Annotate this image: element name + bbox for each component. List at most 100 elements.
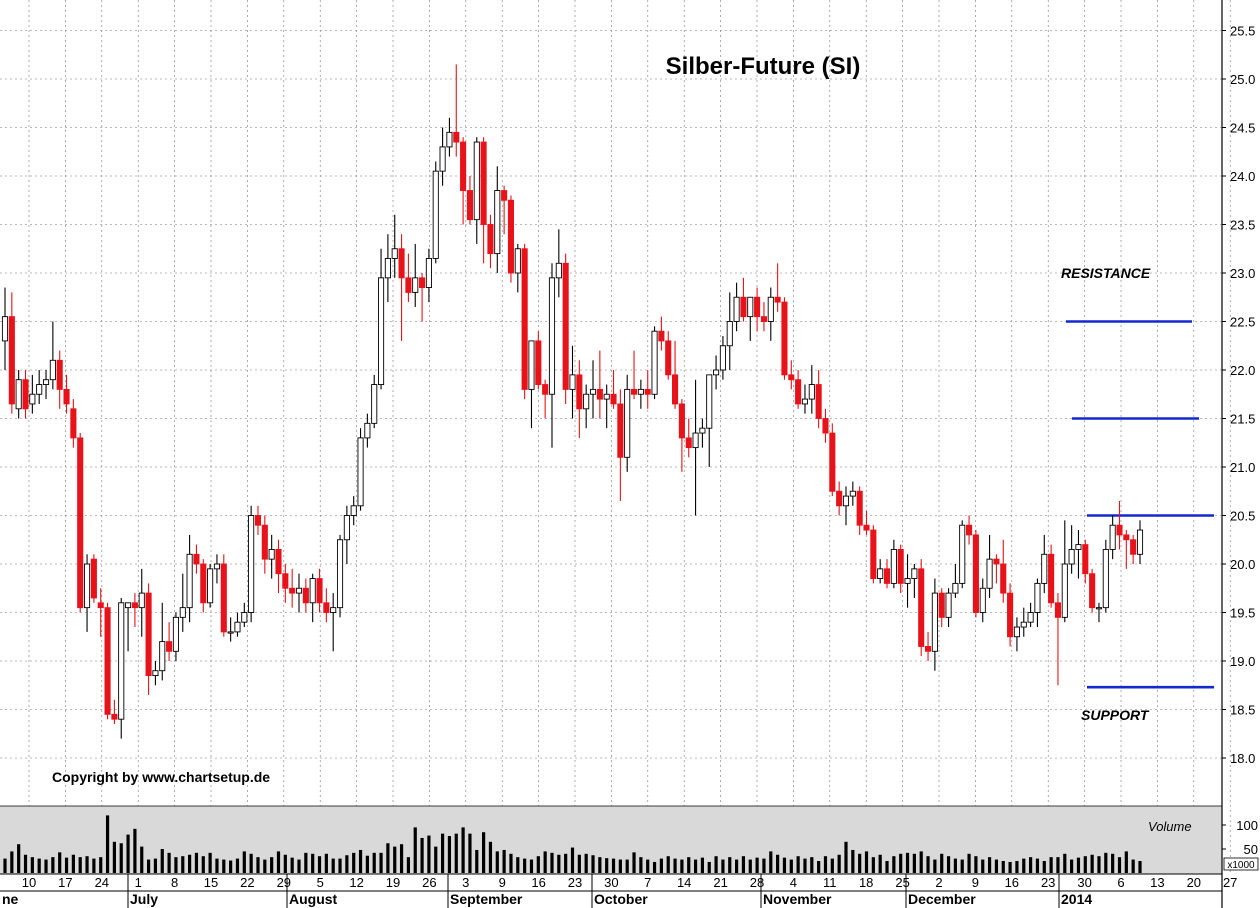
volume-bar xyxy=(345,855,349,873)
candle-body xyxy=(904,578,911,584)
candle-body xyxy=(890,549,897,584)
week-tick-label: 8 xyxy=(171,875,178,890)
week-tick-label: 12 xyxy=(349,875,363,890)
candle-body xyxy=(343,515,350,541)
candle-body xyxy=(241,612,248,623)
volume-bar xyxy=(338,858,342,873)
week-tick-label: 25 xyxy=(895,875,909,890)
candle-body xyxy=(740,296,747,318)
volume-bar xyxy=(529,859,534,873)
candle-body xyxy=(138,592,145,609)
price-tick-label: 21.5 xyxy=(1230,412,1255,427)
candle-body xyxy=(1041,553,1048,584)
volume-bar xyxy=(283,854,287,873)
candle-body xyxy=(473,141,480,221)
volume-bar xyxy=(160,849,164,873)
candle-body xyxy=(1,316,9,342)
candle-body xyxy=(774,296,781,303)
volume-bar xyxy=(229,860,233,873)
week-tick-label: 9 xyxy=(972,875,979,890)
candle-body xyxy=(719,345,726,371)
candle-body xyxy=(316,578,323,604)
week-tick-label: 23 xyxy=(568,875,582,890)
candle-body xyxy=(979,587,986,613)
candle-body xyxy=(760,316,767,322)
month-label: 2014 xyxy=(1061,891,1092,907)
candle-body xyxy=(562,262,569,390)
volume-bar xyxy=(235,858,240,873)
candle-body xyxy=(494,190,501,255)
candle-body xyxy=(692,432,699,449)
volume-bar xyxy=(406,857,411,873)
candle-body xyxy=(412,277,419,293)
volume-bar xyxy=(331,858,335,873)
volume-bar xyxy=(810,857,814,873)
volume-bar xyxy=(659,858,663,873)
candle-body xyxy=(439,146,446,172)
candle-body xyxy=(49,359,56,381)
candle-body xyxy=(644,388,651,395)
candles xyxy=(1,64,1144,739)
candle-body xyxy=(1123,534,1130,541)
volume-bar xyxy=(1131,859,1135,873)
volume-bar xyxy=(372,852,376,873)
volume-bar xyxy=(297,859,301,873)
candle-body xyxy=(836,490,843,507)
volume-bar xyxy=(37,858,41,873)
candle-body xyxy=(350,505,357,516)
price-tick-label: 20.0 xyxy=(1230,557,1255,572)
candle-body xyxy=(336,539,344,609)
week-tick-label: 19 xyxy=(386,875,400,890)
candle-body xyxy=(637,388,644,395)
price-tick-label: 21.0 xyxy=(1230,460,1255,475)
candle-body xyxy=(391,248,398,259)
volume-bar xyxy=(181,856,185,873)
volume-bar xyxy=(878,854,882,873)
candle-body xyxy=(42,379,50,386)
candle-body xyxy=(918,568,925,647)
candle-body xyxy=(1130,539,1137,555)
week-tick-label: 10 xyxy=(22,875,36,890)
volume-bar xyxy=(440,833,445,873)
volume-bar xyxy=(92,858,96,873)
volume-bar xyxy=(509,853,513,873)
candle-body xyxy=(528,340,535,390)
candle-body xyxy=(15,379,22,410)
candle-body xyxy=(323,602,330,613)
volume-bar xyxy=(625,859,629,873)
candle-body xyxy=(651,330,658,395)
volume-bar xyxy=(748,859,752,873)
volume-bar xyxy=(844,841,848,873)
candle-body xyxy=(145,592,152,676)
volume-bar xyxy=(1042,861,1046,873)
chart-title: Silber-Future (SI) xyxy=(666,53,861,80)
volume-bar xyxy=(167,852,171,873)
candle-body xyxy=(179,607,186,618)
candle-body xyxy=(583,393,590,410)
candle-body xyxy=(1102,549,1109,609)
candle-body xyxy=(788,374,795,381)
volume-bar xyxy=(188,854,192,873)
candle-body xyxy=(610,393,617,405)
week-tick-label: 9 xyxy=(499,875,506,890)
month-label: November xyxy=(763,891,832,907)
volume-bar xyxy=(864,851,869,873)
candle-body xyxy=(1082,544,1089,575)
candle-body xyxy=(220,563,227,633)
grid xyxy=(0,0,1231,874)
price-tick-label: 25.0 xyxy=(1230,72,1255,87)
volume-bar xyxy=(721,859,725,873)
candle-body xyxy=(172,616,179,652)
candle-body xyxy=(63,388,70,405)
volume-unit-box xyxy=(1223,857,1259,871)
candle-body xyxy=(521,248,528,390)
volume-bar xyxy=(488,841,493,873)
volume-bar xyxy=(119,843,123,873)
volume-bar xyxy=(1049,857,1053,873)
volume-bar xyxy=(946,856,951,873)
volume-bar xyxy=(543,851,547,873)
volume-bar xyxy=(707,861,711,873)
candle-body xyxy=(829,432,836,492)
volume-bar xyxy=(447,836,452,873)
candle-body xyxy=(754,296,761,318)
